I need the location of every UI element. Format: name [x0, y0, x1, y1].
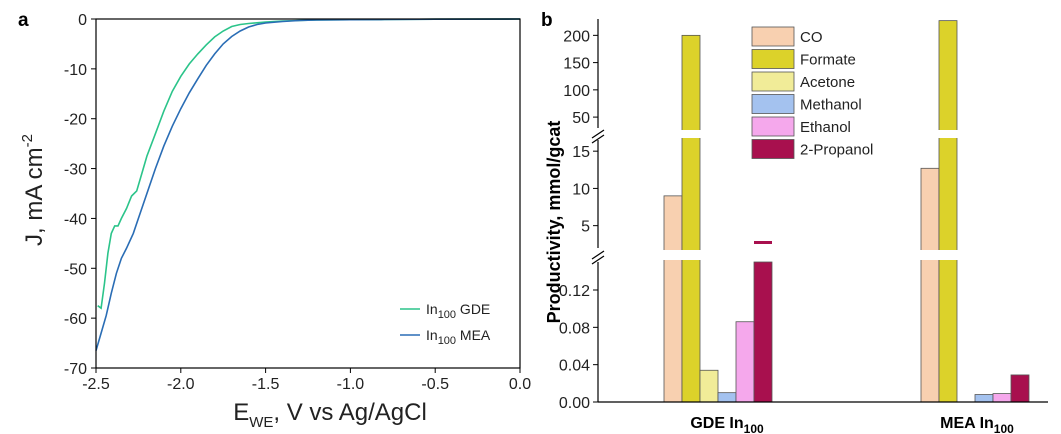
x-tick-label-a: -1.5: [252, 376, 280, 393]
y-tick-label-a: -50: [64, 261, 87, 278]
ylabel-a-main: J, mA cm: [21, 147, 48, 246]
legend-swatch-formate: [751, 49, 795, 69]
legend-label-formate: Formate: [800, 52, 856, 69]
bar-ethanol-gde: [735, 321, 755, 403]
legend-label-mea: In100 MEA: [426, 327, 491, 347]
x-tick-label-a: -2.5: [82, 376, 110, 393]
ylabel-a-sup: -2: [19, 134, 36, 147]
panel-b-axis: 0.00 0.04 0.08 0.12 5 10 15 50 100 150 200: [559, 19, 1048, 412]
legend-swatch-ethanol: [751, 116, 795, 137]
panel-b-ylabel: Productivity, mmol/gcat: [544, 121, 564, 324]
y-tick-label-a: -30: [64, 162, 87, 179]
xlabel-a-sub: WE: [249, 414, 273, 431]
legend-label-methanol: Methanol: [800, 97, 862, 114]
bar-co-gde: [663, 195, 683, 403]
panel-b-bars: [592, 20, 1052, 403]
legend-label-co: CO: [800, 29, 823, 46]
bar-formate-gde: [681, 34, 701, 403]
y-tick-label-b: 0.12: [559, 283, 590, 300]
bar-formate-mea: [938, 20, 958, 403]
x-tick-label-a: 0.0: [509, 376, 531, 393]
category-label-mea: MEA In100: [940, 415, 1014, 434]
y-tick-label-b: 0.04: [559, 358, 590, 375]
xlabel-a-rest: , V vs Ag/AgCl: [273, 399, 426, 426]
y-tick-label-a: -70: [64, 361, 87, 378]
panel-b-legend: CO Formate Acetone Methanol Ethanol 2-Propano…: [751, 26, 873, 159]
x-tick-label-a: -1.0: [337, 376, 365, 393]
panel-b-label: b: [541, 10, 553, 31]
y-tick-label-b: 150: [563, 56, 590, 73]
svg-text:J, mA cm-2: J, mA cm-2: [19, 134, 48, 246]
y-tick-label-a: -60: [64, 311, 87, 328]
y-tick-label-b: 10: [572, 181, 590, 198]
axis-break-mark: [591, 250, 605, 260]
panel-a-ylabel: J, mA cm-2: [19, 134, 48, 246]
y-tick-label-a: -40: [64, 211, 87, 228]
legend-swatch-methanol: [751, 94, 795, 114]
y-tick-label-a: -20: [64, 112, 87, 129]
bar-ethanol-mea: [992, 393, 1012, 403]
panel-a-label: a: [18, 10, 29, 31]
legend-swatch-acetone: [751, 71, 795, 92]
xlabel-a-main: E: [233, 399, 249, 426]
panel-a-xlabel: EWE, V vs Ag/AgCl: [233, 399, 427, 431]
y-tick-label-b: 100: [563, 83, 590, 100]
legend-swatch-2-propanol: [751, 139, 795, 159]
y-tick-label-b: 200: [563, 28, 590, 45]
legend-label-acetone: Acetone: [800, 74, 855, 91]
panel-a-legend: In100 GDE In100 MEA: [400, 301, 491, 347]
legend-label-ethanol: Ethanol: [800, 119, 851, 136]
bar-methanol-mea: [974, 394, 994, 403]
bar-methanol-gde: [717, 392, 737, 403]
bar-co-mea: [920, 167, 940, 403]
legend-label-gde: In100 GDE: [426, 301, 490, 321]
bar-cap-2-propanol-gde: [754, 241, 772, 244]
panel-a-ticks: -2.5 -2.0 -1.5 -1.0 -0.5 0.0 0 -10 -20 -30 -40 -50 -…: [64, 12, 531, 393]
axis-break-band: [592, 130, 1052, 138]
series-line-gde: [97, 18, 521, 310]
bar-2-propanol-mea: [1010, 374, 1030, 403]
y-tick-label-b: 5: [581, 219, 590, 236]
y-tick-label-a: 0: [78, 12, 87, 29]
y-tick-label-b: 15: [572, 144, 590, 161]
panel-a: a J, mA cm-2 EWE, V vs Ag/AgCl -2.5 -2.0-…: [18, 10, 531, 431]
panel-b: b Productivity, mmol/gcat 0.000.040.080.…: [541, 10, 1052, 434]
axis-break-mark: [591, 134, 605, 144]
y-tick-label-b: 0.00: [559, 395, 590, 412]
y-tick-label-a: -10: [64, 62, 87, 79]
panel-a-frame: [95, 18, 521, 369]
category-label-gde: GDE In100: [690, 415, 764, 434]
bar-2-propanol-gde: [753, 261, 773, 403]
y-tick-label-b: 0.08: [559, 320, 590, 337]
series-line-mea: [95, 18, 521, 351]
legend-label-2-propanol: 2-Propanol: [800, 142, 873, 159]
y-tick-label-b: 50: [572, 110, 590, 127]
legend-swatch-co: [751, 26, 795, 47]
panel-a-lines: [95, 18, 521, 351]
axis-break-mark: [591, 255, 605, 265]
x-tick-label-a: -2.0: [167, 376, 195, 393]
bar-acetone-gde: [699, 369, 719, 403]
x-tick-label-a: -0.5: [421, 376, 449, 393]
axis-break-mark: [591, 129, 605, 139]
axis-break-band: [592, 250, 1052, 260]
